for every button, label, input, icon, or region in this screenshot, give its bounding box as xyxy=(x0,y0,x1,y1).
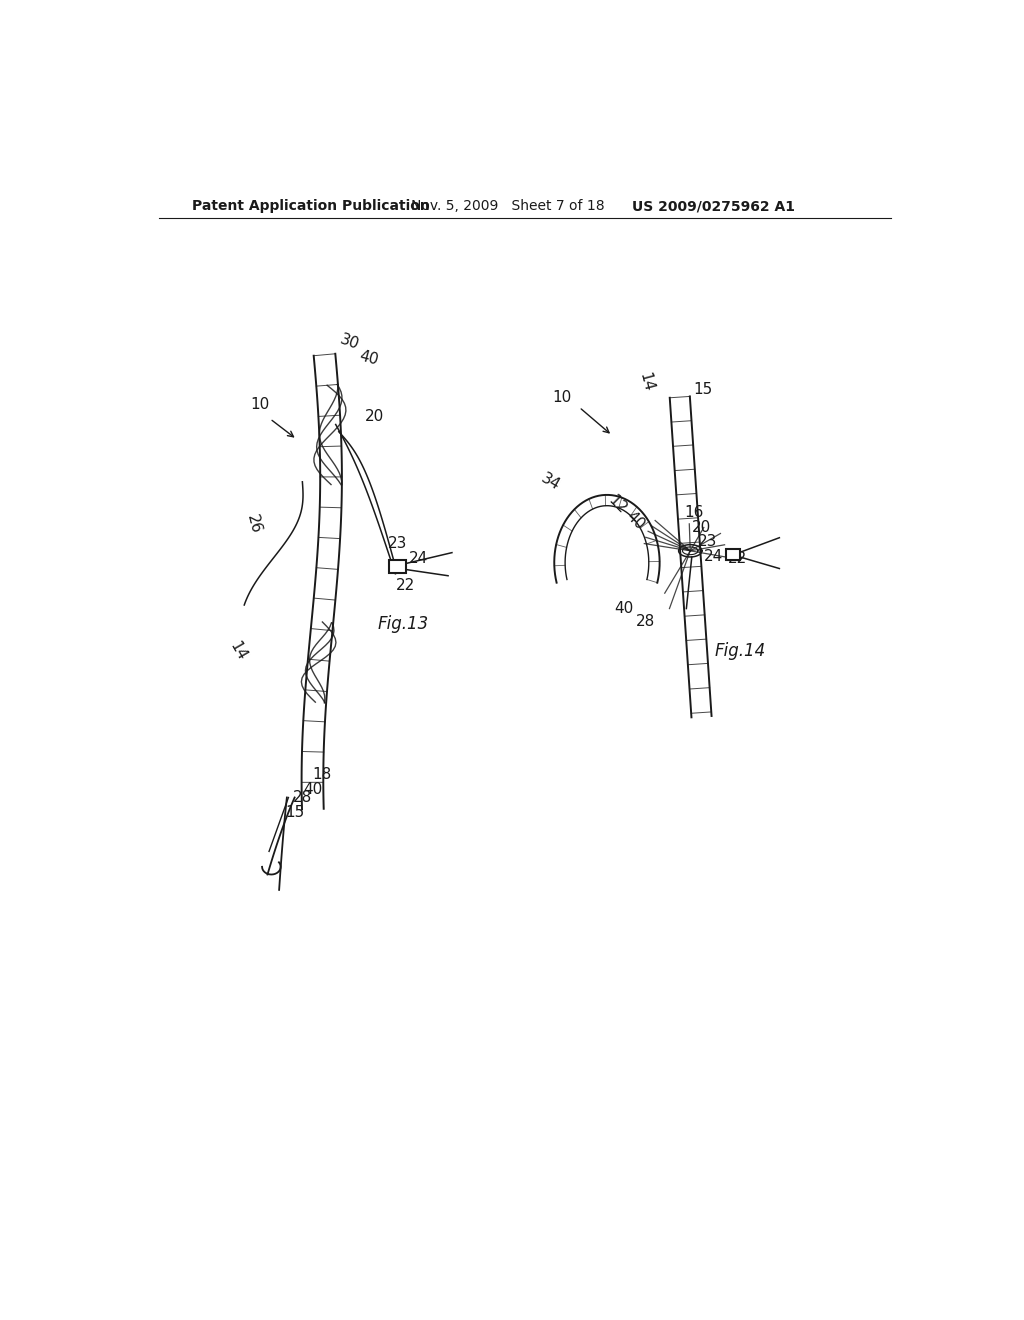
Text: 40: 40 xyxy=(357,348,380,368)
Text: 10: 10 xyxy=(250,397,269,412)
Bar xyxy=(389,560,407,573)
Text: 24: 24 xyxy=(409,552,428,566)
Text: 10: 10 xyxy=(552,389,571,405)
Text: 20: 20 xyxy=(692,520,711,536)
Text: 34: 34 xyxy=(539,470,562,494)
Text: 40: 40 xyxy=(614,602,634,616)
Text: Fig.14: Fig.14 xyxy=(715,643,766,660)
Text: 40: 40 xyxy=(303,783,323,797)
Text: Patent Application Publication: Patent Application Publication xyxy=(193,199,430,213)
Text: 16: 16 xyxy=(684,506,703,520)
Text: 24: 24 xyxy=(703,549,723,564)
Text: 26: 26 xyxy=(244,513,263,536)
Text: 18: 18 xyxy=(312,767,332,781)
Text: 23: 23 xyxy=(388,536,408,550)
Text: 28: 28 xyxy=(293,789,312,805)
Text: 22: 22 xyxy=(396,578,415,593)
Text: 15: 15 xyxy=(693,381,713,397)
Text: 12: 12 xyxy=(605,492,630,517)
Text: 30: 30 xyxy=(338,331,361,352)
Text: 22: 22 xyxy=(727,552,746,566)
Text: 20: 20 xyxy=(365,409,384,424)
Text: Fig.13: Fig.13 xyxy=(378,615,429,634)
Text: 14: 14 xyxy=(636,371,655,393)
Text: 15: 15 xyxy=(285,805,304,821)
Text: Nov. 5, 2009   Sheet 7 of 18: Nov. 5, 2009 Sheet 7 of 18 xyxy=(411,199,604,213)
Text: 40: 40 xyxy=(624,508,648,532)
Text: 23: 23 xyxy=(698,535,718,549)
Text: 28: 28 xyxy=(636,614,655,630)
Text: US 2009/0275962 A1: US 2009/0275962 A1 xyxy=(632,199,795,213)
Bar xyxy=(726,549,739,560)
Text: 14: 14 xyxy=(226,639,250,663)
